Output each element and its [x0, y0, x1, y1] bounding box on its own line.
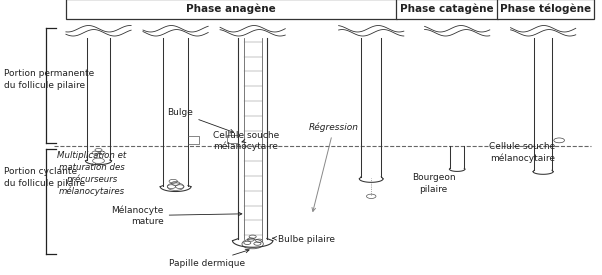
Text: Cellule souche
mélanocytaire: Cellule souche mélanocytaire [489, 142, 556, 163]
Text: Régression: Régression [309, 123, 359, 211]
Text: Bulbe pilaire: Bulbe pilaire [273, 235, 335, 244]
Text: Multiplication et
maturation des
précurseurs
mélanocytaires: Multiplication et maturation des précurs… [57, 151, 126, 196]
FancyBboxPatch shape [396, 0, 498, 19]
Text: Phase anagène: Phase anagène [187, 4, 276, 14]
FancyBboxPatch shape [497, 0, 594, 19]
Text: Mélanocyte
mature: Mélanocyte mature [111, 206, 242, 225]
Text: Phase catagène: Phase catagène [400, 4, 494, 14]
Text: Phase télogène: Phase télogène [500, 4, 591, 14]
Text: Papille dermique: Papille dermique [169, 249, 249, 268]
Text: Bourgeon
pilaire: Bourgeon pilaire [412, 174, 455, 194]
Text: Bulge: Bulge [167, 108, 234, 133]
Text: Portion cyclante
du follicule pilaire: Portion cyclante du follicule pilaire [4, 167, 85, 188]
Text: Cellule souche
mélanocytaire: Cellule souche mélanocytaire [213, 131, 279, 151]
Text: Portion permanente
du follicule pilaire: Portion permanente du follicule pilaire [4, 69, 94, 90]
FancyBboxPatch shape [66, 0, 397, 19]
